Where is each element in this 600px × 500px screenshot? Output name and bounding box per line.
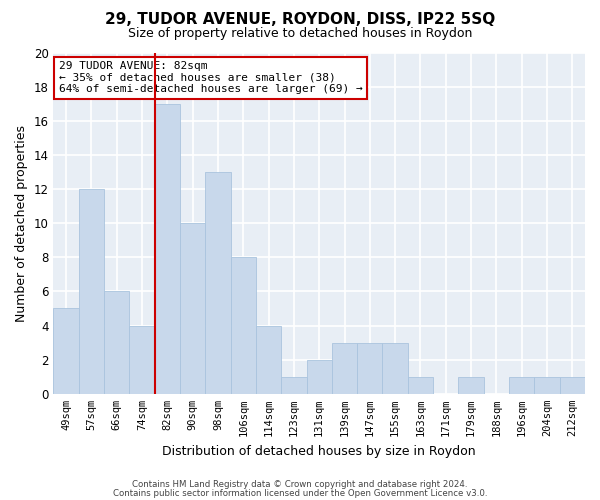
Bar — [458, 376, 484, 394]
Bar — [230, 258, 256, 394]
Y-axis label: Number of detached properties: Number of detached properties — [15, 124, 28, 322]
Bar — [130, 326, 155, 394]
Bar — [256, 326, 281, 394]
Text: Size of property relative to detached houses in Roydon: Size of property relative to detached ho… — [128, 28, 472, 40]
Bar — [382, 342, 408, 394]
Bar — [357, 342, 382, 394]
Bar — [307, 360, 332, 394]
Bar — [205, 172, 230, 394]
Bar — [408, 376, 433, 394]
Bar — [281, 376, 307, 394]
Text: 29, TUDOR AVENUE, ROYDON, DISS, IP22 5SQ: 29, TUDOR AVENUE, ROYDON, DISS, IP22 5SQ — [105, 12, 495, 28]
Bar — [180, 223, 205, 394]
Bar — [53, 308, 79, 394]
Text: Contains public sector information licensed under the Open Government Licence v3: Contains public sector information licen… — [113, 489, 487, 498]
Bar — [155, 104, 180, 394]
Bar — [79, 189, 104, 394]
Bar — [535, 376, 560, 394]
Bar — [560, 376, 585, 394]
Text: 29 TUDOR AVENUE: 82sqm
← 35% of detached houses are smaller (38)
64% of semi-det: 29 TUDOR AVENUE: 82sqm ← 35% of detached… — [59, 61, 362, 94]
X-axis label: Distribution of detached houses by size in Roydon: Distribution of detached houses by size … — [163, 444, 476, 458]
Bar — [104, 292, 130, 394]
Bar — [509, 376, 535, 394]
Bar — [332, 342, 357, 394]
Text: Contains HM Land Registry data © Crown copyright and database right 2024.: Contains HM Land Registry data © Crown c… — [132, 480, 468, 489]
